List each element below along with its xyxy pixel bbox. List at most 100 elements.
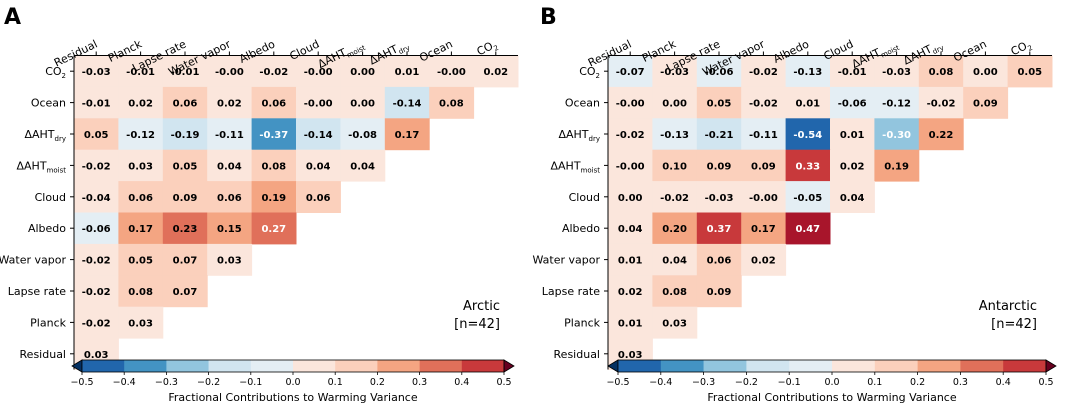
cell-value-label: -0.00 — [616, 99, 645, 110]
cell-value-label: 0.02 — [618, 287, 643, 298]
colorbar-segment — [874, 360, 918, 372]
heatmap-cell — [207, 243, 253, 276]
cell-value-label: 0.01 — [618, 256, 643, 267]
heatmap-cell — [74, 243, 119, 276]
region-label: Antarctic — [979, 299, 1037, 314]
label-main: Residual — [20, 348, 66, 361]
label-main: ΔAHT — [551, 159, 581, 172]
heatmap-cell — [696, 149, 742, 182]
row-label: Albedo — [28, 222, 66, 235]
row-label: Residual — [554, 348, 600, 361]
label-main: Albedo — [28, 222, 66, 235]
heatmap-cell — [741, 243, 787, 276]
colorbar-tick-label: 0.1 — [328, 377, 343, 388]
sample-size-label: [n=42] — [991, 317, 1037, 332]
label-main: Cloud — [35, 191, 66, 204]
heatmap-cell — [963, 55, 1009, 88]
row-label: Residual — [20, 348, 66, 361]
cell-value-label: -0.54 — [793, 130, 822, 141]
cell-value-label: 0.04 — [618, 224, 643, 235]
heatmap-cell — [429, 55, 475, 88]
heatmap-cell — [251, 181, 297, 213]
cell-value-label: 0.03 — [128, 318, 153, 329]
cell-value-label: 0.07 — [173, 287, 198, 298]
cell-value-label: -0.03 — [660, 67, 689, 78]
colorbar-tick-label: 0.3 — [953, 377, 968, 388]
colorbar-segment — [293, 360, 336, 372]
cell-value-label: 0.01 — [795, 99, 820, 110]
heatmap-cell — [74, 212, 119, 245]
row-label: Cloud — [569, 191, 600, 204]
cell-value-label: -0.11 — [749, 130, 778, 141]
heatmap-cell — [608, 275, 653, 308]
cell-value-label: 0.03 — [84, 350, 109, 361]
label-main: CO — [579, 65, 596, 78]
cell-value-label: 0.07 — [173, 256, 198, 267]
colorbar-segment — [917, 360, 961, 372]
cell-value-label: 0.03 — [217, 256, 242, 267]
heatmap-cell — [1007, 55, 1053, 88]
cell-value-label: 0.19 — [884, 161, 909, 172]
colorbar-segment — [660, 360, 704, 372]
cell-value-label: -0.00 — [749, 193, 778, 204]
cell-value-label: 0.02 — [840, 161, 865, 172]
heatmap-cell — [785, 181, 831, 213]
heatmap-cell — [874, 55, 920, 88]
heatmap-cell — [251, 212, 297, 245]
heatmap-cell — [741, 149, 787, 182]
label-subscript: 2 — [62, 72, 66, 80]
cell-value-label: -0.30 — [882, 130, 911, 141]
colorbar-tick-label: −0.4 — [113, 377, 136, 388]
row-label: Water vapor — [533, 254, 601, 267]
colorbar-tick-label: −0.2 — [197, 377, 220, 388]
heatmap-cell — [207, 149, 253, 182]
colorbar-segment — [166, 360, 209, 372]
heatmap-cell — [296, 55, 341, 88]
heatmap-cell — [918, 118, 964, 151]
heatmap-panel-b: B -0.07 -0.03 -0.06 -0.02 -0.13 -0.01 -0.03 0.08… — [533, 5, 1057, 404]
cell-value-label: 0.09 — [707, 287, 732, 298]
heatmap-cell — [340, 55, 386, 88]
label-subscript: moist — [47, 166, 67, 174]
cell-value-label: 0.17 — [395, 130, 420, 141]
colorbar-tick-label: −0.1 — [239, 377, 262, 388]
cell-value-label: 0.00 — [350, 99, 375, 110]
cell-value-label: 0.08 — [929, 67, 954, 78]
heatmap-cell — [652, 181, 698, 213]
heatmap-cell — [340, 149, 386, 182]
heatmap-cell — [207, 86, 253, 119]
heatmap-cell — [652, 118, 698, 151]
heatmap-cell — [162, 86, 208, 119]
heatmap-cell — [785, 212, 831, 245]
heatmap-cell — [74, 275, 119, 308]
colorbar-tick-label: −0.3 — [155, 377, 178, 388]
colorbar-tick-label: −0.2 — [735, 377, 758, 388]
heatmap-cell — [162, 212, 208, 245]
cell-value-label: 0.08 — [261, 161, 286, 172]
heatmap-cell — [830, 149, 875, 182]
cell-value-label: 0.17 — [751, 224, 776, 235]
colorbar-max-extend — [503, 359, 515, 373]
label-main: Albedo — [562, 222, 600, 235]
cell-value-label: 0.06 — [217, 193, 242, 204]
heatmap-cell — [785, 55, 831, 88]
cell-value-label: -0.02 — [660, 193, 689, 204]
cell-value-label: -0.02 — [927, 99, 956, 110]
cell-value-label: -0.19 — [171, 130, 200, 141]
colorbar-segment — [461, 360, 505, 372]
sample-size-label: [n=42] — [454, 317, 500, 332]
cell-value-label: 0.01 — [395, 67, 420, 78]
label-subscript: 2 — [492, 44, 500, 53]
cell-value-label: 0.00 — [662, 99, 687, 110]
cell-value-label: -0.06 — [705, 67, 734, 78]
label-subscript: dry — [931, 44, 945, 56]
heatmap-cell — [473, 55, 519, 88]
cell-value-label: 0.05 — [128, 256, 153, 267]
heatmap-cell — [608, 55, 653, 88]
heatmap-cell — [652, 86, 698, 119]
colorbar-segment — [789, 360, 833, 372]
label-subscript: moist — [581, 166, 601, 174]
heatmap-cell — [785, 86, 831, 119]
cell-value-label: 0.04 — [662, 256, 687, 267]
cell-value-label: 0.09 — [173, 193, 198, 204]
